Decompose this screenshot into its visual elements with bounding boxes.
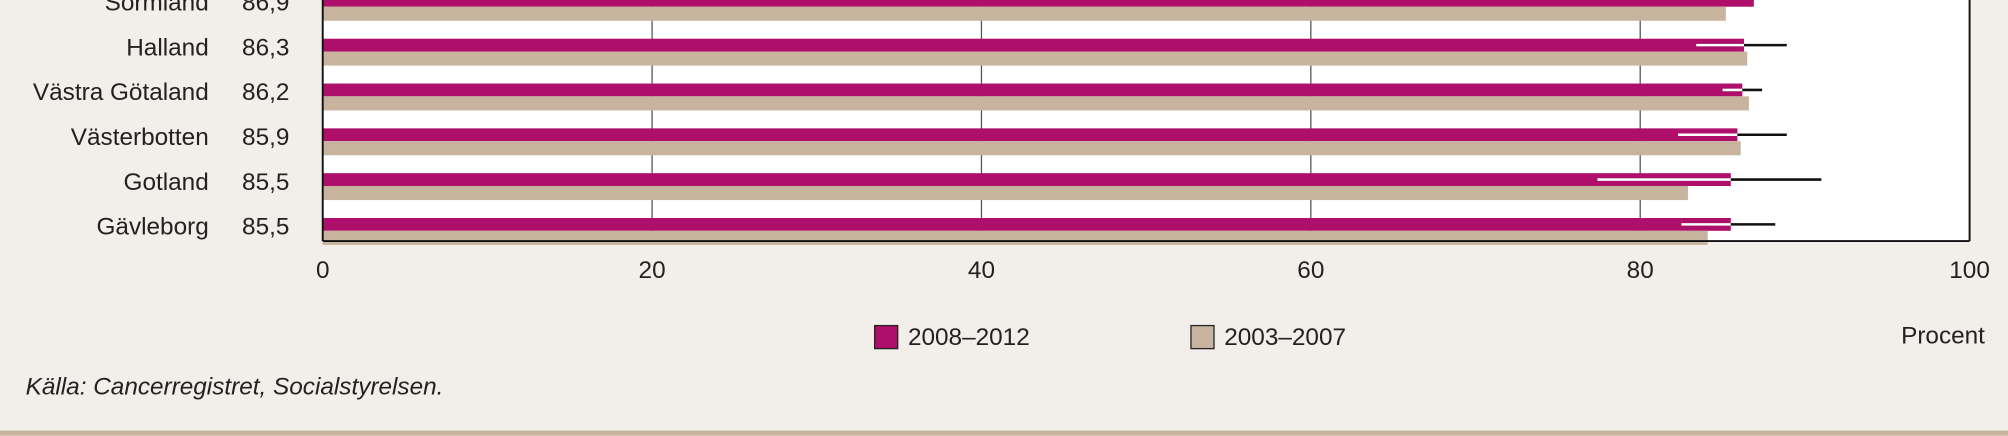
x-tick-label: 80 [1627, 257, 1654, 284]
legend-label: 2003–2007 [1224, 324, 1346, 351]
bar [322, 51, 1748, 66]
value-label: 85,5 [242, 214, 289, 241]
category-label: Gävleborg [96, 214, 208, 241]
value-label: 85,5 [242, 169, 289, 196]
bar [322, 141, 1741, 156]
bar [322, 0, 1754, 7]
category-label: Gotland [124, 169, 209, 196]
legend-swatch [874, 324, 899, 350]
bottom-stripe [0, 430, 2008, 436]
bar [322, 185, 1688, 201]
category-label: Halland [126, 34, 209, 61]
bar [322, 83, 1743, 97]
value-label: 86,3 [242, 34, 289, 61]
value-label: 86,9 [242, 0, 289, 17]
category-label: Västra Götaland [33, 79, 209, 106]
bar [322, 218, 1731, 231]
bar [322, 230, 1708, 245]
x-axis-label: Procent [1901, 323, 1985, 350]
x-tick-label: 40 [968, 257, 995, 284]
bar [322, 173, 1731, 186]
plot-area [322, 0, 1970, 242]
bar [322, 6, 1726, 21]
category-label: Sörmland [105, 0, 209, 17]
bar [322, 128, 1738, 142]
x-tick-label: 20 [639, 257, 666, 284]
x-tick-label: 60 [1297, 257, 1324, 284]
legend-swatch [1190, 324, 1215, 350]
legend-label: 2008–2012 [908, 324, 1030, 351]
value-label: 86,2 [242, 79, 289, 106]
bar [322, 96, 1749, 111]
bar [322, 38, 1744, 52]
x-tick-label: 100 [1949, 257, 1990, 284]
category-label: Västerbotten [71, 124, 209, 151]
x-tick-label: 0 [316, 257, 330, 284]
value-label: 85,9 [242, 124, 289, 151]
source: Källa: Cancerregistret, Socialstyrelsen. [26, 374, 444, 401]
